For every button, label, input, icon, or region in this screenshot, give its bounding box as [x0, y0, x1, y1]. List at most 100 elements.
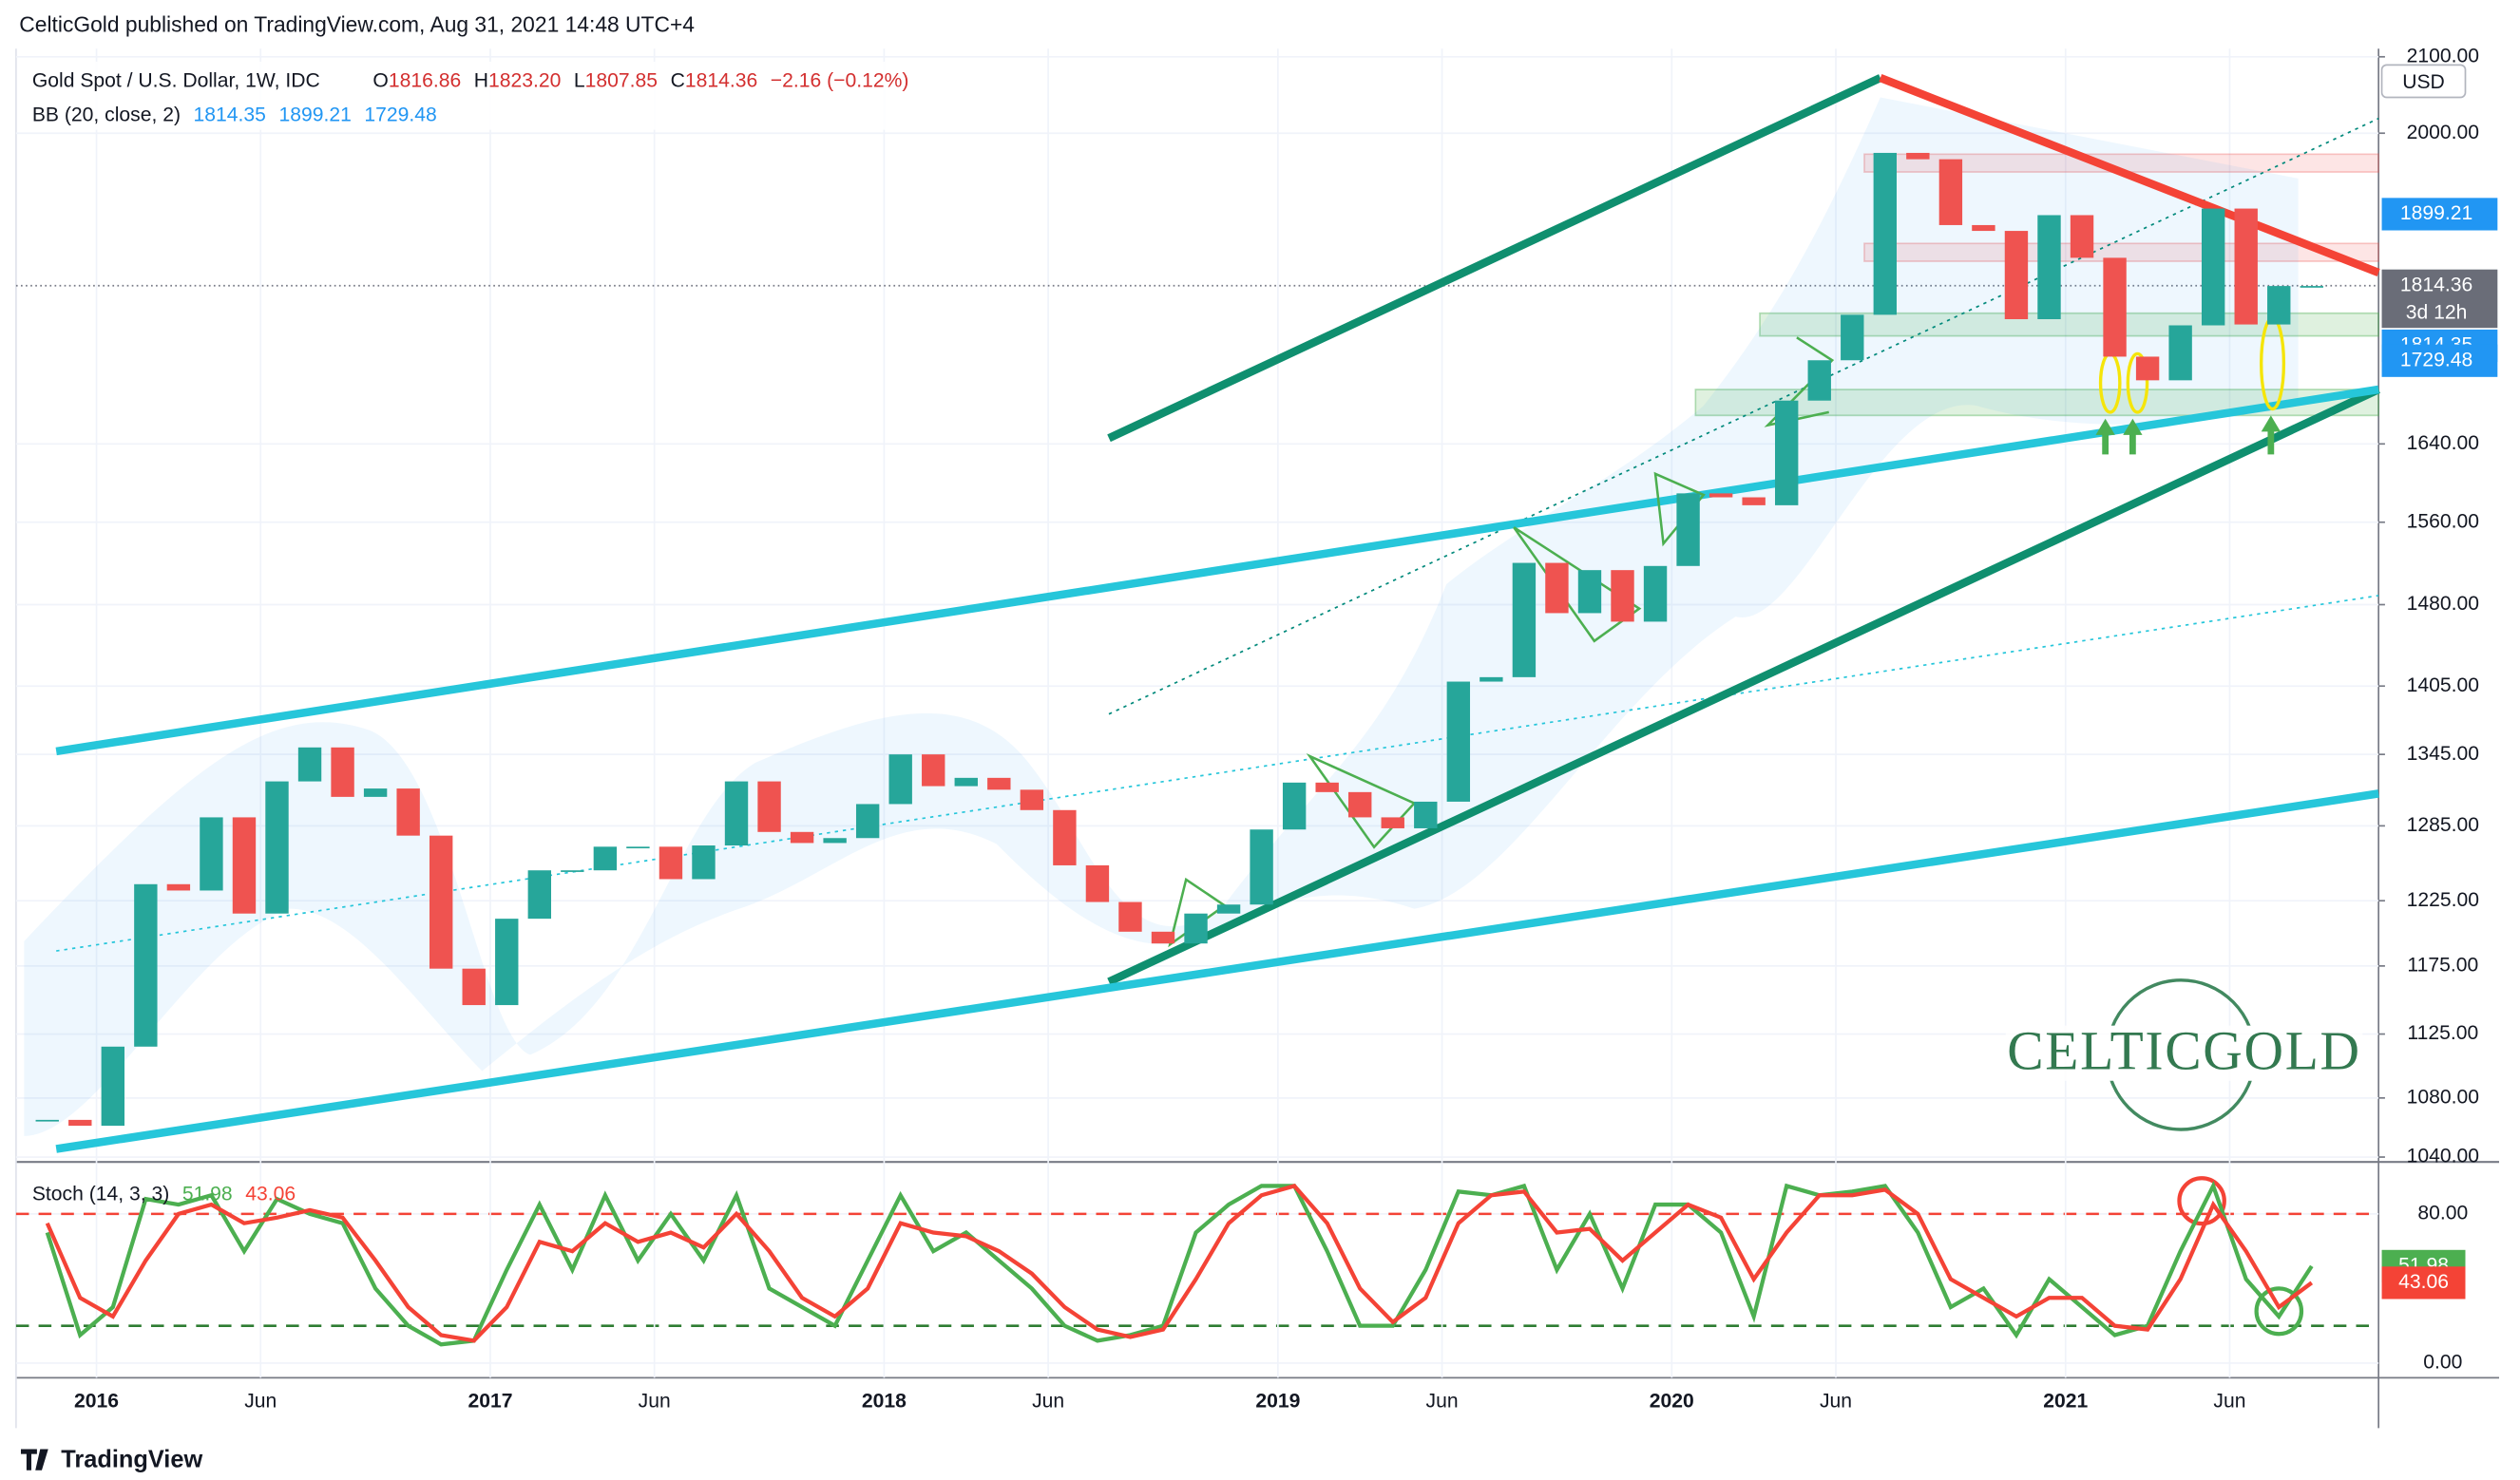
- currency: USD: [2402, 70, 2445, 93]
- stoch-value: 51.98: [182, 1182, 233, 1205]
- x-tick-label: Jun: [244, 1390, 277, 1413]
- candle: [429, 835, 453, 969]
- candle: [1282, 782, 1307, 830]
- price-badge-bg: [2381, 269, 2498, 329]
- ohlc-value: 1807.85: [585, 68, 658, 91]
- marks: [35, 152, 2323, 1347]
- x-tick-label: 2021: [2043, 1390, 2088, 1413]
- x-tick-label: 2019: [1255, 1390, 1300, 1413]
- candle: [823, 838, 847, 844]
- watermark: CELTICGOLD: [2007, 1020, 2361, 1081]
- stoch-line: [45, 1181, 2314, 1347]
- y-tick-label: 1225.00: [2407, 888, 2479, 911]
- x-tick-label: 2017: [468, 1390, 512, 1413]
- candle: [396, 788, 420, 836]
- y-tick-label: 2000.00: [2407, 121, 2479, 143]
- candle: [1938, 159, 1963, 225]
- candle: [954, 777, 978, 787]
- stoch-badge-label: 43.06: [2398, 1270, 2449, 1293]
- candle: [527, 870, 551, 920]
- ohlc-value: 1816.86: [389, 68, 461, 91]
- highlight-circle: [2254, 1286, 2304, 1337]
- bb-legend: BB (20, close, 2) 1814.35 1899.21 1729.48: [32, 103, 437, 125]
- candle: [1118, 901, 1142, 932]
- brand: TradingView: [61, 1446, 202, 1472]
- candle: [593, 846, 618, 871]
- candle: [1480, 676, 1503, 682]
- trendline: [55, 385, 2379, 756]
- price-badge-label: 1814.36: [2400, 273, 2472, 295]
- stoch-legend: Stoch (14, 3, 3) 51.98 43.06: [32, 1182, 296, 1205]
- stoch-line: [45, 1184, 2314, 1343]
- candle: [495, 919, 519, 1006]
- candle: [1873, 152, 1898, 315]
- trendline: [1107, 386, 2380, 986]
- legend-title: Gold Spot / U.S. Dollar, 1W, IDC: [32, 68, 320, 91]
- ohlc-label: L: [574, 68, 585, 91]
- x-tick-label: Jun: [639, 1390, 671, 1413]
- countdown: 3d 12h: [2406, 300, 2468, 323]
- y-tick-label: 1480.00: [2407, 592, 2479, 615]
- candle: [1184, 913, 1208, 944]
- bb-value: 1729.48: [364, 103, 436, 125]
- ohlc-label: C: [671, 68, 685, 91]
- y-tick-label: 1285.00: [2407, 813, 2479, 836]
- candle: [1709, 493, 1733, 498]
- price-badge-label: 1899.21: [2400, 201, 2472, 224]
- x-tick-label: Jun: [1032, 1390, 1064, 1413]
- stoch-name: Stoch (14, 3, 3): [32, 1182, 169, 1205]
- candle: [626, 846, 650, 849]
- candle: [922, 754, 945, 787]
- candle: [1577, 570, 1602, 614]
- candle: [692, 845, 716, 880]
- ohlc-label: O: [372, 68, 388, 91]
- candle: [888, 754, 912, 805]
- candle: [1315, 782, 1339, 792]
- x-tick-label: 2020: [1650, 1390, 1694, 1413]
- candle: [1611, 570, 1634, 622]
- candle: [2103, 257, 2127, 357]
- x-tick-label: 2018: [862, 1390, 907, 1413]
- ohlc-value: 1823.20: [488, 68, 561, 91]
- grid: [15, 48, 2379, 1378]
- y-tick-label: 1405.00: [2407, 674, 2479, 696]
- logo: CELTICGOLD: [2005, 978, 2363, 1131]
- candle: [297, 747, 322, 782]
- candle: [757, 781, 781, 832]
- stoch-value: 43.06: [245, 1182, 296, 1205]
- candle: [1643, 565, 1668, 622]
- y-tick-label: 1640.00: [2407, 431, 2479, 454]
- x-tick-label: Jun: [2213, 1390, 2245, 1413]
- candle: [987, 777, 1011, 790]
- candle: [2168, 325, 2192, 381]
- candle: [1775, 400, 1799, 505]
- candle: [1676, 493, 1700, 566]
- highlight-circle: [2177, 1176, 2226, 1226]
- candle: [1250, 829, 1273, 905]
- y-tick-label: 1080.00: [2407, 1085, 2479, 1108]
- candle: [2201, 208, 2225, 326]
- x-tick-label: Jun: [1820, 1390, 1852, 1413]
- candle: [2300, 286, 2323, 288]
- candle: [35, 1119, 59, 1122]
- candle: [2267, 286, 2291, 325]
- channel-midline: [1108, 117, 2379, 715]
- y-tick-label: 0.00: [2423, 1350, 2462, 1373]
- y-tick-label: 1175.00: [2407, 953, 2478, 976]
- candle: [1807, 360, 1831, 401]
- candle: [1446, 681, 1471, 802]
- candle: [462, 968, 486, 1006]
- candle: [363, 788, 388, 797]
- price-badge-label: 1729.48: [2400, 348, 2472, 370]
- candle: [1216, 904, 1241, 914]
- bb-name: BB (20, close, 2): [32, 103, 181, 125]
- symbol: Gold Spot / U.S. Dollar, 1W, IDC: [32, 68, 320, 91]
- candle: [331, 747, 354, 797]
- candle: [561, 870, 584, 872]
- candle: [1512, 562, 1537, 677]
- highlight-ellipse: [2126, 351, 2149, 414]
- candle: [200, 817, 223, 891]
- trendline: [1879, 74, 2380, 276]
- candle: [790, 831, 814, 844]
- price-badge-bg: [2381, 344, 2498, 377]
